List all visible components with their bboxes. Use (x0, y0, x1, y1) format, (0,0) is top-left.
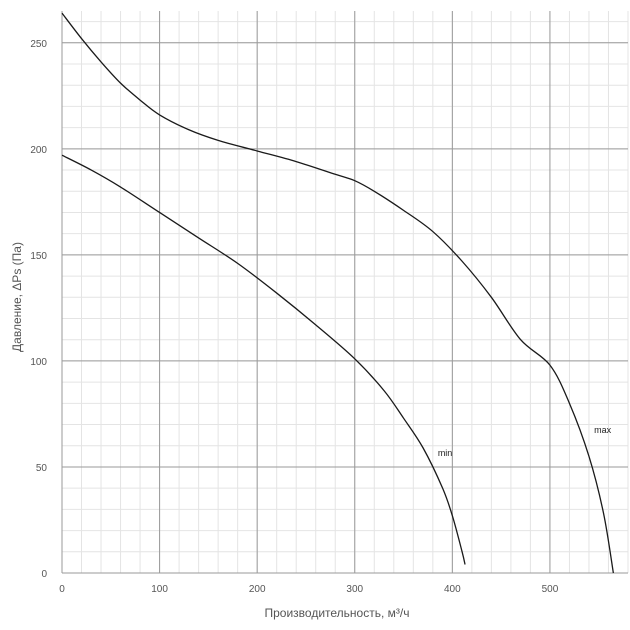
y-tick-label: 100 (30, 357, 47, 368)
x-tick-label: 200 (249, 584, 266, 595)
y-tick-label: 0 (41, 569, 47, 580)
y-axis-title: Давление, ΔPs (Па) (10, 242, 24, 352)
x-axis-title: Производительность, м³/ч (265, 606, 410, 620)
y-tick-label: 200 (30, 145, 47, 156)
x-tick-label: 0 (59, 584, 65, 595)
major-grid (61, 11, 628, 574)
x-tick-label: 500 (542, 584, 559, 595)
curves: max min (61, 12, 615, 574)
x-tick-label: 100 (151, 584, 168, 595)
series-label-max: max (594, 425, 612, 435)
y-tick-label: 150 (30, 251, 47, 262)
tick-labels: 0 100 200 300 400 500 0 50 100 150 200 250 (30, 39, 558, 595)
minor-grid (61, 11, 629, 574)
x-tick-label: 300 (346, 584, 363, 595)
series-line-max (61, 12, 615, 574)
x-tick-label: 400 (444, 584, 461, 595)
y-tick-label: 250 (30, 39, 47, 50)
y-tick-label: 50 (36, 463, 48, 474)
series-label-min: min (438, 448, 453, 458)
series-line-min (61, 154, 466, 565)
